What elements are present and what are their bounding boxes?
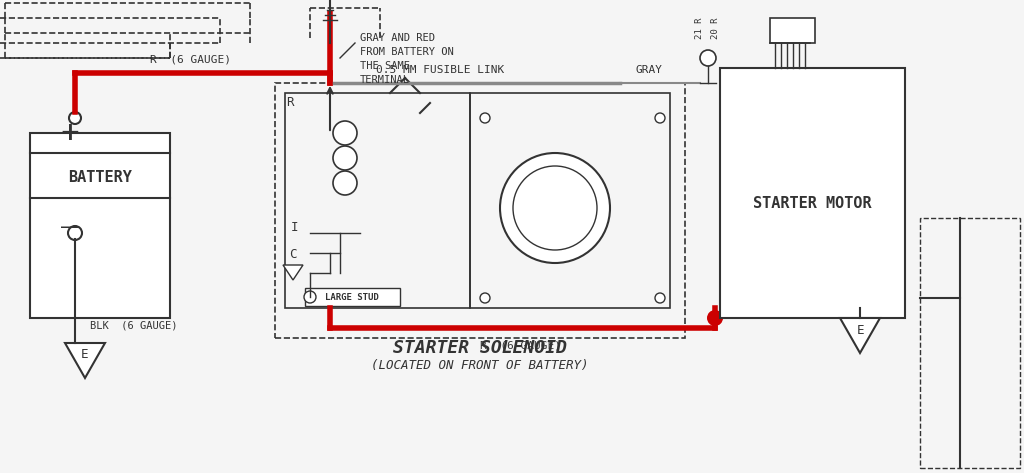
Text: —: — (60, 219, 80, 237)
Circle shape (500, 153, 610, 263)
Text: E: E (856, 324, 864, 338)
Text: E: E (81, 349, 89, 361)
Circle shape (333, 171, 357, 195)
Text: R  (6 GAUGE): R (6 GAUGE) (479, 340, 560, 350)
Circle shape (333, 121, 357, 145)
Text: BLK  (6 GAUGE): BLK (6 GAUGE) (90, 320, 177, 330)
Polygon shape (283, 265, 303, 280)
Bar (30, 133, 170, 318)
Circle shape (655, 293, 665, 303)
Text: GRAY AND RED
FROM BATTERY ON
THE SAME
TERMINAL: GRAY AND RED FROM BATTERY ON THE SAME TE… (360, 33, 454, 85)
Text: R: R (287, 96, 294, 110)
Text: 21 R: 21 R (695, 17, 705, 39)
Text: 20 R: 20 R (711, 17, 720, 39)
Circle shape (304, 291, 316, 303)
Text: STARTER MOTOR: STARTER MOTOR (753, 195, 871, 210)
Polygon shape (65, 343, 105, 378)
Circle shape (69, 112, 81, 124)
Bar (285, 93, 470, 308)
Text: R  (6 GAUGE): R (6 GAUGE) (150, 55, 230, 65)
Bar (305, 288, 400, 306)
Text: +: + (59, 121, 81, 145)
Circle shape (700, 50, 716, 66)
Text: 0.5 MM FUSIBLE LINK: 0.5 MM FUSIBLE LINK (376, 65, 504, 75)
Text: LARGE STUD: LARGE STUD (326, 292, 379, 301)
Circle shape (655, 113, 665, 123)
Text: GRAY: GRAY (635, 65, 662, 75)
Text: C: C (289, 248, 297, 262)
Circle shape (68, 226, 82, 240)
Text: I: I (291, 221, 299, 235)
Polygon shape (840, 318, 880, 353)
Circle shape (480, 293, 490, 303)
Bar (275, 83, 685, 338)
Bar (770, 18, 815, 43)
Circle shape (480, 113, 490, 123)
Text: (LOCATED ON FRONT OF BATTERY): (LOCATED ON FRONT OF BATTERY) (372, 359, 589, 371)
Circle shape (707, 310, 723, 326)
Text: STARTER SOLENOID: STARTER SOLENOID (393, 339, 567, 357)
Bar (920, 218, 1020, 468)
Circle shape (333, 146, 357, 170)
Circle shape (513, 166, 597, 250)
Text: BATTERY: BATTERY (68, 170, 132, 185)
Bar (720, 68, 905, 318)
Bar (470, 93, 670, 308)
